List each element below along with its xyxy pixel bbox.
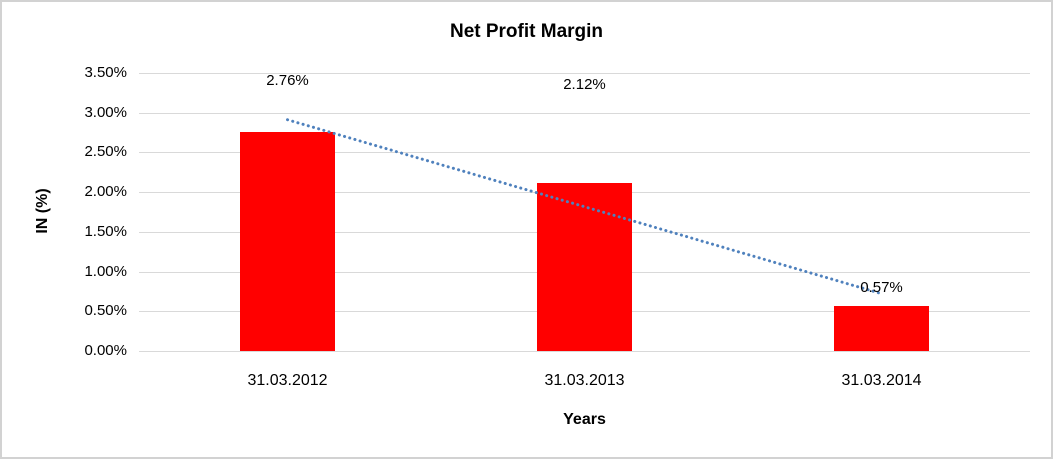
gridline: [139, 351, 1030, 352]
y-tick-label: 2.00%: [84, 183, 127, 201]
y-tick-label: 2.50%: [84, 143, 127, 161]
bar: [834, 305, 929, 351]
chart-title: Net Profit Margin: [449, 21, 604, 42]
bar: [537, 182, 632, 351]
y-axis-title: IN (%): [34, 188, 51, 234]
y-tick-label: 1.00%: [84, 262, 127, 280]
y-tick-label: 0.50%: [84, 302, 127, 320]
y-tick-label: 3.50%: [84, 64, 127, 81]
bar: [240, 131, 335, 351]
data-label: 0.57%: [860, 279, 903, 296]
category-label: 31.03.2012: [247, 372, 328, 389]
x-axis-title: Years: [563, 411, 606, 428]
y-tick-label: 1.50%: [84, 222, 127, 240]
gridline: [139, 73, 1030, 74]
data-label: 2.76%: [266, 72, 309, 89]
y-tick-label: 3.00%: [84, 103, 127, 121]
gridline: [139, 112, 1030, 114]
category-label: 31.03.2014: [841, 372, 922, 389]
data-label: 2.12%: [563, 76, 606, 93]
category-label: 31.03.2013: [544, 372, 625, 389]
y-tick-label: 0.00%: [84, 342, 127, 359]
